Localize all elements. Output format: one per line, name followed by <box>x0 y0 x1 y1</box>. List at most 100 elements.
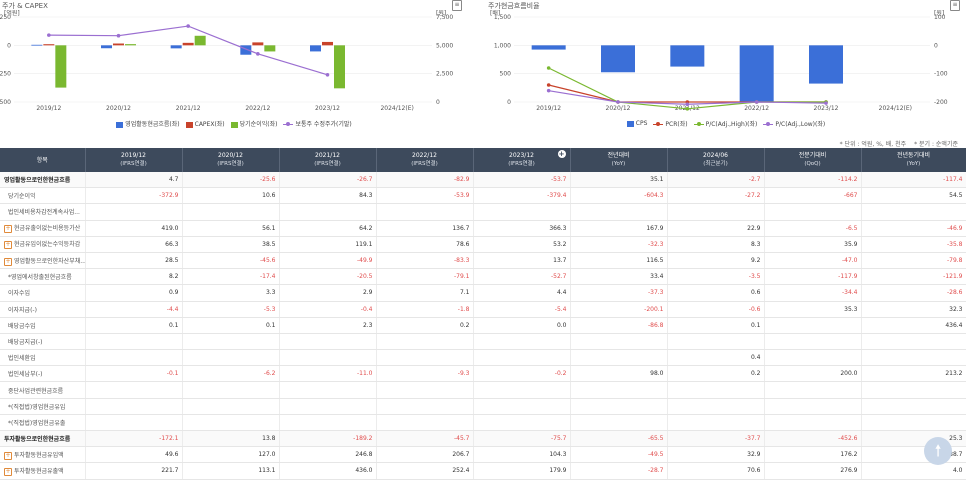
scroll-top-button[interactable]: 🠕 <box>924 437 952 465</box>
legend-item[interactable]: 보통주 수정주가(기말) <box>283 119 352 128</box>
table-cell: 113.1 <box>182 462 280 480</box>
chart1-svg: [억원] [원] 250 0 -250 -500 7,500 5,000 2,500 0 2019/… <box>0 10 453 112</box>
table-cell: 436.0 <box>279 462 377 480</box>
row-label: *(직접법)영업현금유출 <box>0 414 86 432</box>
table-cell: -1.8 <box>376 301 474 318</box>
table-cell: 0.9 <box>85 284 183 302</box>
row-label[interactable]: + 현금유출이없는비용등가산 <box>0 220 86 237</box>
table-cell <box>764 349 862 367</box>
table-row: 당기순이익 -372.9 10.6 84.3 -53.9 -379.4 -604.3 -27.… <box>0 187 966 205</box>
table-cell <box>182 381 280 399</box>
table-cell <box>376 333 474 351</box>
left-tick-label: 0 <box>7 42 11 49</box>
table-cell: 8.2 <box>85 268 183 286</box>
row-expand-plus-icon[interactable]: + <box>4 451 12 460</box>
table-row: *(직접법)영업현금유입 <box>0 398 966 415</box>
table-cell <box>279 333 377 351</box>
table-cell: 4.7 <box>85 172 183 189</box>
unit-note-label: * 단위 : 억원, %, 배, 천주 <box>839 141 907 148</box>
legend-item[interactable]: P/C(Adj.,Low)(좌) <box>763 119 825 128</box>
table-cell: 13.8 <box>182 430 280 448</box>
table-cell: 22.9 <box>667 220 765 237</box>
table-cell <box>473 398 571 415</box>
row-label-text: 배당금지급(-) <box>8 338 43 346</box>
table-cell: -86.8 <box>570 317 668 334</box>
left-tick-label: 1,000 <box>494 42 511 49</box>
bar-당기순이익(좌) <box>55 45 67 88</box>
table-cell: 0.1 <box>182 317 280 334</box>
table-cell: -604.3 <box>570 187 668 205</box>
table-row: 중단사업관련현금흐름 <box>0 381 966 399</box>
row-expand-plus-icon[interactable]: + <box>4 257 12 266</box>
chart2-svg: [배] [원] 1,500 1,000 500 0 100 0 -100 -200 2019/12 2… <box>490 10 948 112</box>
row-label: *영업에서창출된현금흐름 <box>0 268 86 286</box>
legend-item[interactable]: 당기순이익(좌) <box>230 119 278 128</box>
x-tick-label: 2024/12(E) <box>879 105 912 112</box>
table-cell: -25.6 <box>182 172 280 189</box>
left-axis-unit: [억원] <box>4 10 20 17</box>
row-expand-plus-icon[interactable]: + <box>4 241 12 250</box>
x-tick-label: 2019/12 <box>536 105 561 112</box>
table-cell <box>182 333 280 351</box>
row-expand-plus-icon[interactable]: + <box>4 467 12 476</box>
table-row: *영업에서창출된현금흐름 8.2 -17.4 -20.5 -79.1 -52.7 33.4-… <box>0 268 966 286</box>
left-tick-label: 250 <box>0 14 11 21</box>
table-cell: -47.0 <box>764 252 862 270</box>
header-col-main: 2021/12 <box>315 152 340 159</box>
table-cell: 0.1 <box>85 317 183 334</box>
table-row: 배당금지급(-) <box>0 333 966 351</box>
header-col: 2020/12 (IFRS연결) <box>182 148 280 172</box>
table-cell <box>570 381 668 399</box>
table-cell <box>473 203 571 221</box>
header-col-sub: (최근분기) <box>703 161 728 167</box>
table-cell: -79.8 <box>861 252 966 270</box>
table-cell: -49.9 <box>279 252 377 270</box>
row-label[interactable]: + 영업활동으로인한자산부채... <box>0 252 86 270</box>
chart2-menu-icon[interactable] <box>950 0 960 11</box>
bar-CAPEX(좌) <box>182 42 194 46</box>
row-label[interactable]: + 투자활동현금유입액 <box>0 446 86 464</box>
table-cell <box>279 414 377 432</box>
header-col-sub: (IFRS연결) <box>120 161 147 167</box>
table-cell: -79.1 <box>376 268 474 286</box>
legend-marker <box>185 121 193 128</box>
legend-item[interactable]: P/C(Adj.,High)(좌) <box>693 119 757 128</box>
line-PCR(좌) <box>548 84 826 103</box>
point-보통주 수정주가(기말) <box>325 73 330 77</box>
expand-columns-plus-icon[interactable]: + <box>557 150 566 158</box>
table-cell: 66.3 <box>85 236 183 253</box>
units-note: * 단위 : 억원, %, 배, 천주 * 분기 : 순액기준 <box>832 139 958 148</box>
table-cell: 3.3 <box>182 284 280 302</box>
row-label[interactable]: + 투자활동현금유출액 <box>0 462 86 480</box>
table-cell: -37.3 <box>570 284 668 302</box>
table-cell: 0.0 <box>473 317 571 334</box>
table-cell: 84.3 <box>279 187 377 205</box>
legend-item[interactable]: PCR(좌) <box>653 119 688 128</box>
chart1-menu-icon[interactable] <box>452 0 462 11</box>
row-label: 법인세환입 <box>0 349 86 367</box>
x-tick-label: 2019/12 <box>36 105 61 112</box>
right-tick-label: 5,000 <box>436 42 453 49</box>
table-cell <box>861 398 966 415</box>
table-cell: -3.5 <box>667 268 765 286</box>
row-expand-plus-icon[interactable]: + <box>4 225 12 234</box>
legend-item[interactable]: CAPEX(좌) <box>185 119 225 128</box>
legend-item[interactable]: CPS <box>626 120 647 127</box>
header-item: 항목 <box>0 148 86 172</box>
table-cell: 33.4 <box>570 268 668 286</box>
row-label[interactable]: + 현금유입이없는수익등차감 <box>0 236 86 253</box>
table-cell: 56.1 <box>182 220 280 237</box>
table-cell: -0.6 <box>667 301 765 318</box>
legend-item[interactable]: 영업활동현금흐름(좌) <box>116 119 180 128</box>
table-cell: 9.2 <box>667 252 765 270</box>
row-label-text: 투자활동으로인한현금흐름 <box>4 436 71 444</box>
table-cell: 119.1 <box>279 236 377 253</box>
bar-영업활동현금흐름(좌) <box>240 45 252 55</box>
table-cell <box>279 381 377 399</box>
row-label: *(직접법)영업현금유입 <box>0 398 86 415</box>
table-cell: 252.4 <box>376 462 474 480</box>
table-cell: -45.7 <box>376 430 474 448</box>
bar-CPS <box>531 45 566 50</box>
left-tick-label: 1,500 <box>494 14 511 21</box>
legend-label: 당기순이익(좌) <box>239 121 278 128</box>
